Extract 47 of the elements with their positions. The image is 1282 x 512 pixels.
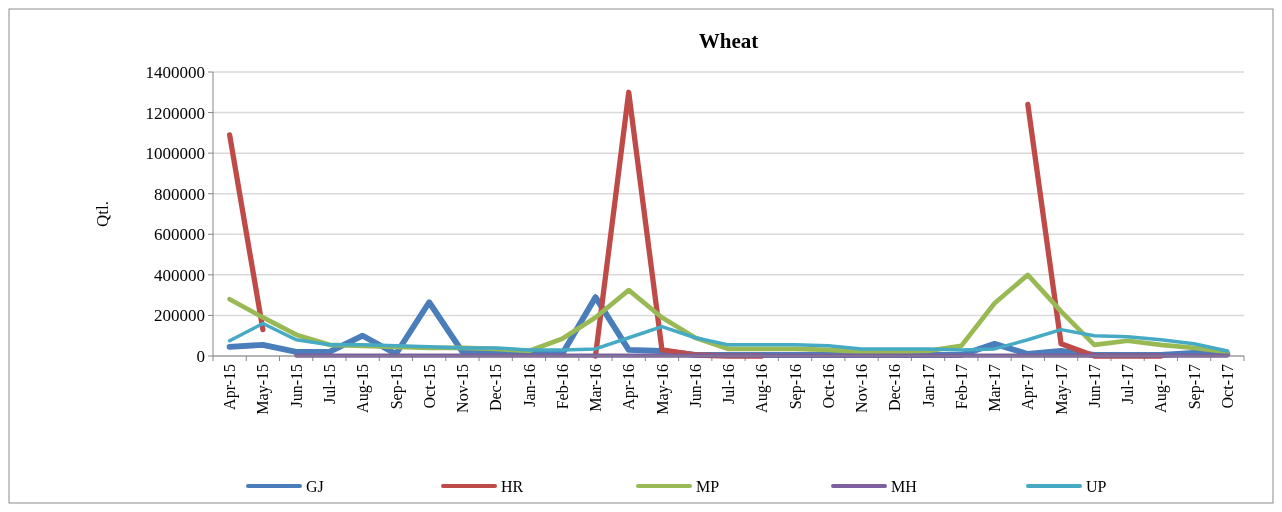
x-tick-label: Jan-16 — [520, 364, 538, 407]
x-tick-label: Feb-16 — [553, 364, 571, 410]
x-tick-label: Sep-15 — [387, 364, 406, 410]
x-tick-label: Jun-16 — [686, 364, 704, 408]
y-axis-title: Qtl. — [93, 201, 112, 227]
y-tick-label: 0 — [196, 346, 205, 366]
x-tick-label: Apr-17 — [1019, 364, 1038, 410]
x-tick-label: Apr-16 — [620, 364, 639, 410]
x-tick-label: Oct-17 — [1218, 364, 1236, 409]
legend-label: MH — [891, 477, 918, 495]
legend-label: MP — [696, 477, 720, 495]
x-tick-label: Aug-17 — [1152, 364, 1171, 413]
chart-title: Wheat — [698, 29, 759, 53]
x-tick-label: Feb-17 — [952, 364, 970, 410]
x-tick-label: Nov-15 — [454, 364, 472, 413]
x-tick-label: Dec-16 — [886, 364, 904, 412]
x-tick-label: Jul-15 — [321, 364, 338, 404]
x-tick-label: Jul-16 — [720, 364, 738, 404]
legend-label: GJ — [306, 477, 324, 495]
x-tick-label: Aug-16 — [753, 364, 772, 413]
x-tick-label: May-15 — [254, 364, 273, 415]
x-tick-label: Jun-17 — [1085, 364, 1103, 408]
x-tick-label: Dec-15 — [487, 364, 505, 412]
x-tick-label: Jan-17 — [919, 364, 937, 407]
y-tick-label: 400000 — [154, 265, 205, 285]
y-tick-label: 1400000 — [145, 62, 205, 82]
x-tick-label: Mar-17 — [986, 364, 1004, 412]
line-series — [227, 321, 1230, 353]
x-tick-label: May-16 — [653, 364, 672, 415]
x-tick-label: Sep-17 — [1185, 364, 1204, 410]
x-tick-label: Oct-15 — [420, 364, 438, 409]
y-tick-label: 1000000 — [145, 144, 205, 164]
x-tick-label: Jul-17 — [1119, 364, 1137, 404]
x-tick-label: Aug-15 — [354, 364, 373, 413]
x-tick-label: May-17 — [1052, 364, 1071, 415]
x-tick-label: Apr-15 — [221, 364, 240, 410]
y-tick-label: 200000 — [154, 306, 205, 326]
x-tick-label: Mar-16 — [587, 364, 605, 412]
x-tick-label: Nov-16 — [853, 364, 871, 413]
legend-label: UP — [1086, 477, 1107, 495]
x-tick-label: Jun-15 — [287, 364, 305, 408]
x-tick-label: Sep-16 — [786, 364, 805, 410]
y-tick-label: 800000 — [154, 184, 205, 204]
y-tick-label: 600000 — [154, 225, 205, 245]
x-tick-label: Oct-16 — [819, 364, 837, 409]
y-tick-label: 1200000 — [145, 103, 205, 123]
legend-label: HR — [501, 477, 524, 495]
